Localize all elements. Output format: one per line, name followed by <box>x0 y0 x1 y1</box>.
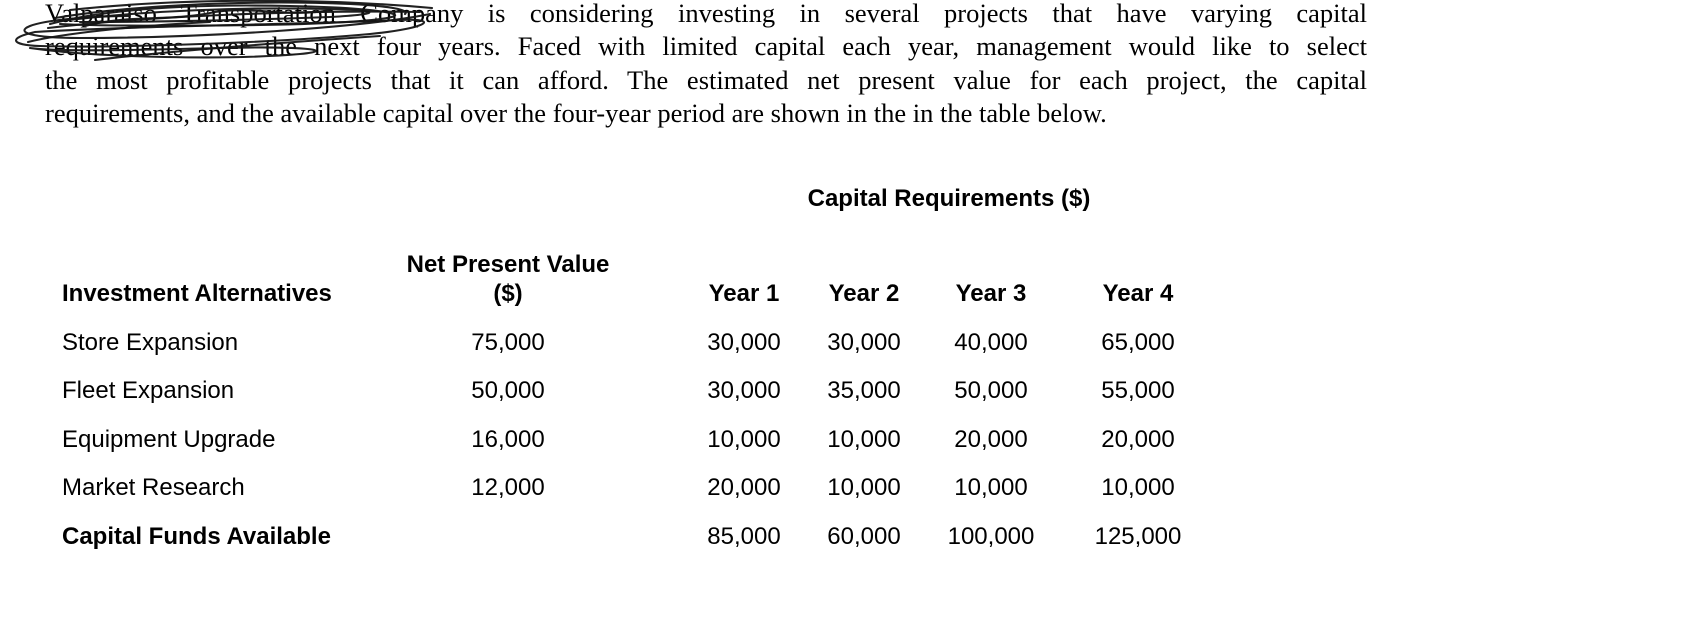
paragraph-line-1: Valparaiso Transportation Company is con… <box>45 0 1367 28</box>
year1-funds-available: 85,000 <box>707 522 781 550</box>
row-label: Market Research <box>62 474 245 502</box>
paragraph-line-4: requirements, and the available capital … <box>45 98 1107 129</box>
year2-value: 30,000 <box>827 328 901 356</box>
year3-value: 10,000 <box>954 474 1028 502</box>
npv-header-line2: ($) <box>493 280 523 307</box>
npv-header-line1: Net Present Value <box>406 251 610 278</box>
col-header-net-present-value: Net Present Value ($) <box>403 250 613 308</box>
year4-value: 10,000 <box>1101 474 1175 502</box>
npv-value: 50,000 <box>471 377 545 405</box>
col-header-year-3: Year 3 <box>955 280 1027 307</box>
year2-value: 10,000 <box>827 474 901 502</box>
row-label: Store Expansion <box>62 328 239 356</box>
year2-value: 35,000 <box>827 377 901 405</box>
year1-value: 30,000 <box>707 377 781 405</box>
year1-value: 30,000 <box>707 328 781 356</box>
year4-value: 65,000 <box>1101 328 1175 356</box>
year4-funds-available: 125,000 <box>1094 522 1182 550</box>
row-label: Equipment Upgrade <box>62 425 276 453</box>
year1-value: 20,000 <box>707 474 781 502</box>
col-header-year-1: Year 1 <box>708 280 780 307</box>
year1-value: 10,000 <box>707 425 781 453</box>
npv-value: 16,000 <box>471 425 545 453</box>
year4-value: 20,000 <box>1101 425 1175 453</box>
year2-funds-available: 60,000 <box>827 522 901 550</box>
year3-value: 50,000 <box>954 377 1028 405</box>
capital-requirements-table: Capital Requirements ($) Investment Alte… <box>62 185 1216 551</box>
year3-value: 40,000 <box>954 328 1028 356</box>
paragraph-line-2: requirements over the next four years. F… <box>45 31 1367 62</box>
footer-label: Capital Funds Available <box>62 522 331 550</box>
npv-value: 75,000 <box>471 328 545 356</box>
problem-statement: Valparaiso Transportation Company is con… <box>45 0 1367 131</box>
col-header-year-4: Year 4 <box>1102 280 1174 307</box>
col-header-investment-alternatives: Investment Alternatives <box>62 280 332 307</box>
col-header-year-2: Year 2 <box>828 280 900 307</box>
year4-value: 55,000 <box>1101 377 1175 405</box>
year2-value: 10,000 <box>827 425 901 453</box>
table-title: Capital Requirements ($) <box>807 185 1091 212</box>
paragraph-line-3: the most profitable projects that it can… <box>45 64 1367 95</box>
year3-value: 20,000 <box>954 425 1028 453</box>
npv-value: 12,000 <box>471 474 545 502</box>
year3-funds-available: 100,000 <box>947 522 1035 550</box>
row-label: Fleet Expansion <box>62 377 235 405</box>
